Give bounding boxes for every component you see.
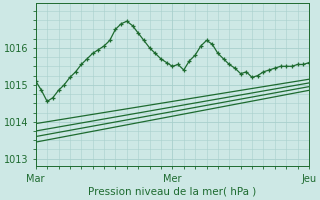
X-axis label: Pression niveau de la mer( hPa ): Pression niveau de la mer( hPa ) [88,187,256,197]
